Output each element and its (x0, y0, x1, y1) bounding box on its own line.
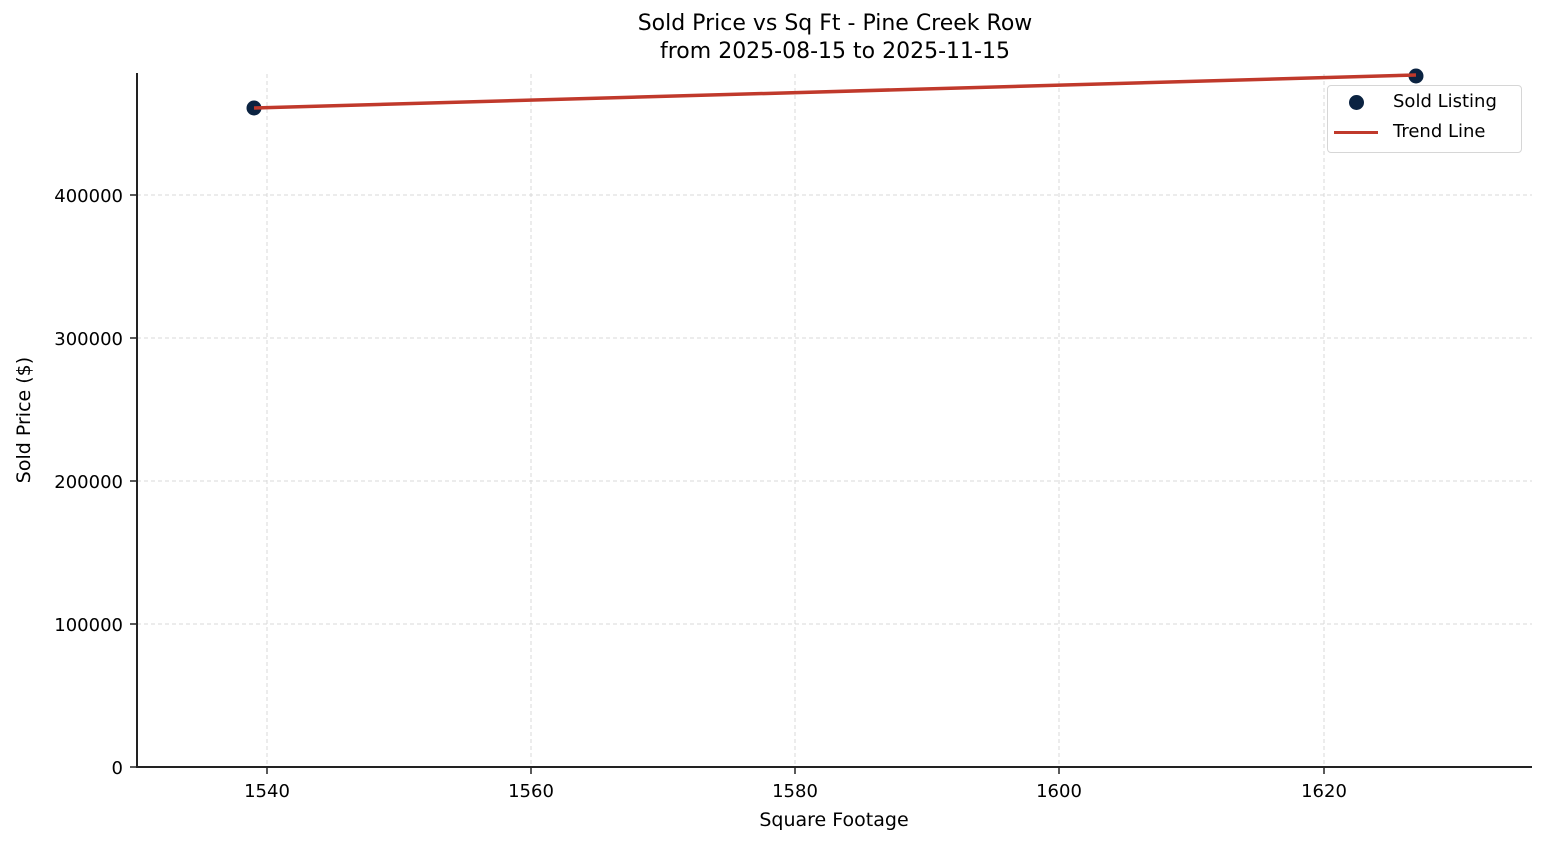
y-tick-label: 300000 (54, 329, 123, 350)
y-tick-label: 400000 (54, 186, 123, 207)
x-tick-label: 1580 (772, 781, 818, 802)
trend-line (253, 73, 1417, 110)
x-ticks (266, 767, 1325, 774)
x-tick-label: 1540 (244, 781, 290, 802)
legend: Sold Listing Trend Line (1327, 85, 1522, 153)
y-axis-label: Sold Price ($) (13, 357, 35, 483)
x-tick-label: 1600 (1036, 781, 1082, 802)
chart-subtitle: from 2025-08-15 to 2025-11-15 (660, 39, 1010, 64)
legend-item-sold-listing: Sold Listing (1328, 90, 1521, 116)
x-tick-label: 1620 (1301, 781, 1347, 802)
y-tick-label: 0 (112, 758, 123, 779)
line-marker-icon (1334, 131, 1378, 134)
legend-item-trend-line: Trend Line (1328, 120, 1521, 146)
x-axis-label: Square Footage (759, 809, 908, 831)
legend-label: Trend Line (1393, 121, 1486, 142)
y-tick-label: 100000 (54, 615, 123, 636)
legend-label: Sold Listing (1393, 91, 1497, 112)
x-tick-label: 1560 (508, 781, 554, 802)
chart-title: Sold Price vs Sq Ft - Pine Creek Row fro… (0, 10, 1547, 66)
scatter-marker-icon (1349, 95, 1364, 110)
y-tick-label: 200000 (54, 472, 123, 493)
gridlines (137, 74, 1532, 767)
y-ticks (130, 194, 137, 768)
chart-title-line1: Sold Price vs Sq Ft - Pine Creek Row (637, 11, 1033, 36)
